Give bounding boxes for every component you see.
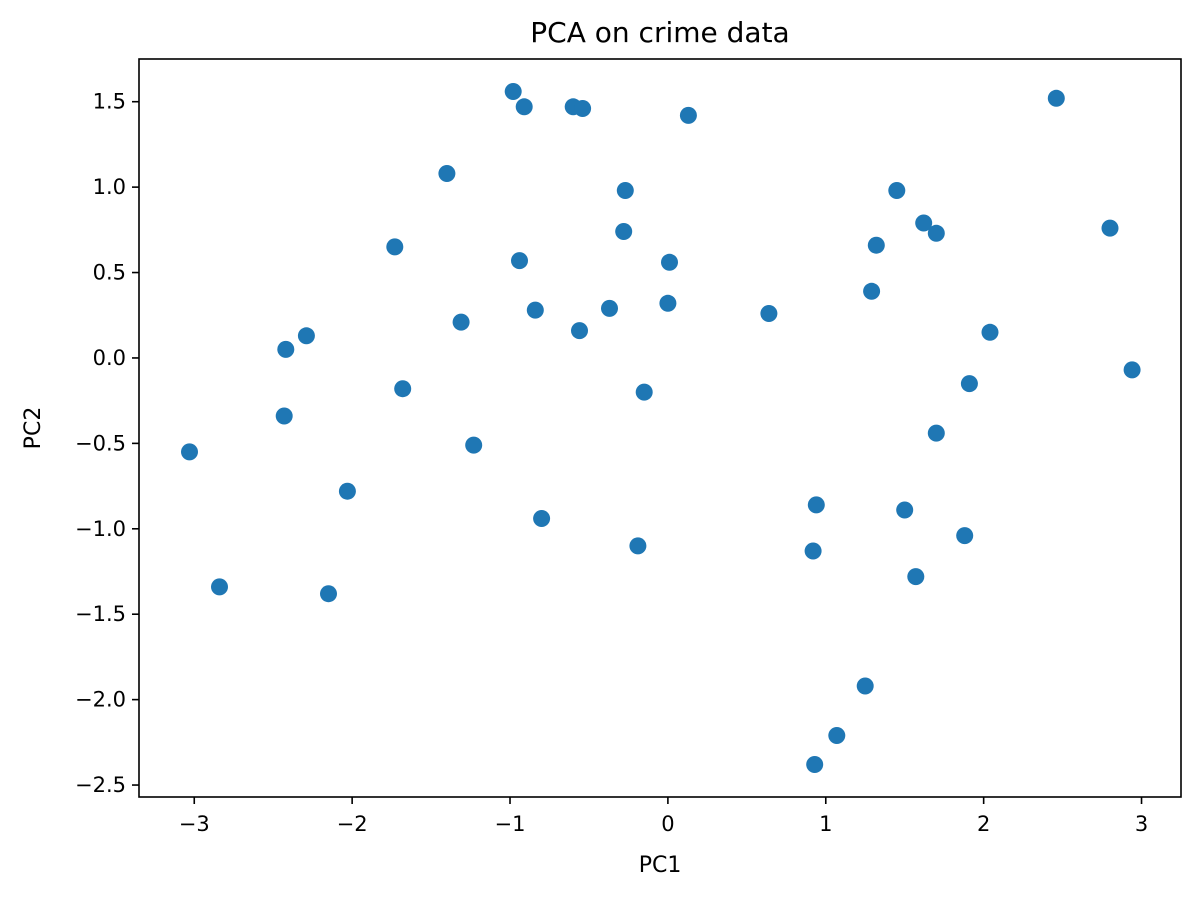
data-point	[856, 677, 874, 695]
data-point	[277, 340, 295, 358]
data-point	[574, 100, 592, 117]
data-point	[896, 501, 914, 519]
data-point	[804, 542, 822, 560]
y-tick-label: 0.0	[93, 346, 126, 370]
data-point	[1047, 89, 1065, 107]
x-tick-label: 0	[661, 812, 674, 836]
data-point	[956, 527, 974, 545]
data-point	[1101, 219, 1119, 237]
data-point	[181, 443, 198, 461]
data-point	[511, 252, 528, 270]
data-point	[927, 224, 945, 242]
data-point	[1123, 361, 1141, 379]
data-point	[867, 236, 885, 254]
data-point	[533, 510, 551, 527]
data-points	[181, 83, 1141, 773]
data-point	[927, 424, 945, 442]
data-point	[615, 223, 633, 240]
data-point	[629, 537, 647, 555]
y-tick-label: −0.5	[75, 431, 126, 455]
x-tick-label: −1	[495, 812, 526, 836]
data-point	[635, 383, 653, 401]
data-point	[601, 299, 618, 317]
x-axis-label: PC1	[639, 853, 682, 878]
y-tick-label: −2.0	[75, 688, 126, 712]
x-tick-label: −3	[179, 812, 210, 836]
data-point	[888, 182, 906, 199]
data-point	[661, 253, 678, 271]
y-tick-label: −2.5	[75, 773, 126, 797]
x-axis-ticks: −3 −2 −1 0 1 2 3	[179, 797, 1148, 836]
data-point	[760, 305, 778, 322]
data-point	[526, 301, 544, 319]
data-point	[515, 98, 533, 116]
data-point	[915, 214, 933, 232]
data-point	[386, 238, 404, 256]
data-point	[338, 482, 356, 500]
y-tick-label: −1.0	[75, 517, 126, 541]
data-point	[394, 380, 412, 398]
y-axis-ticks: −2.5 −2.0 −1.5 −1.0 −0.5 0.0 0.5 1.0 1.5	[75, 90, 139, 797]
data-point	[438, 165, 456, 182]
x-tick-label: −2	[337, 812, 368, 836]
x-tick-label: 2	[977, 812, 990, 836]
data-point	[211, 578, 228, 596]
data-point	[960, 375, 978, 393]
data-point	[981, 323, 999, 341]
y-tick-label: 1.5	[93, 90, 126, 114]
plot-frame	[138, 58, 1182, 798]
data-point	[320, 585, 337, 603]
data-point	[616, 182, 634, 199]
x-tick-label: 1	[819, 812, 832, 836]
y-tick-label: −1.5	[75, 602, 126, 626]
x-tick-label: 3	[1135, 812, 1148, 836]
data-point	[275, 407, 293, 425]
data-point	[659, 294, 677, 312]
chart-title: PCA on crime data	[530, 16, 789, 49]
data-point	[807, 496, 825, 514]
data-point	[828, 727, 846, 744]
data-point	[679, 106, 697, 124]
data-point	[806, 756, 824, 773]
data-point	[452, 313, 470, 331]
data-point	[504, 83, 522, 100]
data-point	[297, 327, 315, 345]
data-point	[907, 568, 925, 586]
y-tick-label: 0.5	[93, 261, 126, 285]
data-point	[863, 282, 881, 300]
y-axis-label: PC2	[21, 407, 46, 450]
data-point	[465, 436, 483, 454]
plot-area	[138, 58, 1182, 798]
y-tick-label: 1.0	[93, 175, 126, 199]
data-point	[571, 322, 588, 340]
